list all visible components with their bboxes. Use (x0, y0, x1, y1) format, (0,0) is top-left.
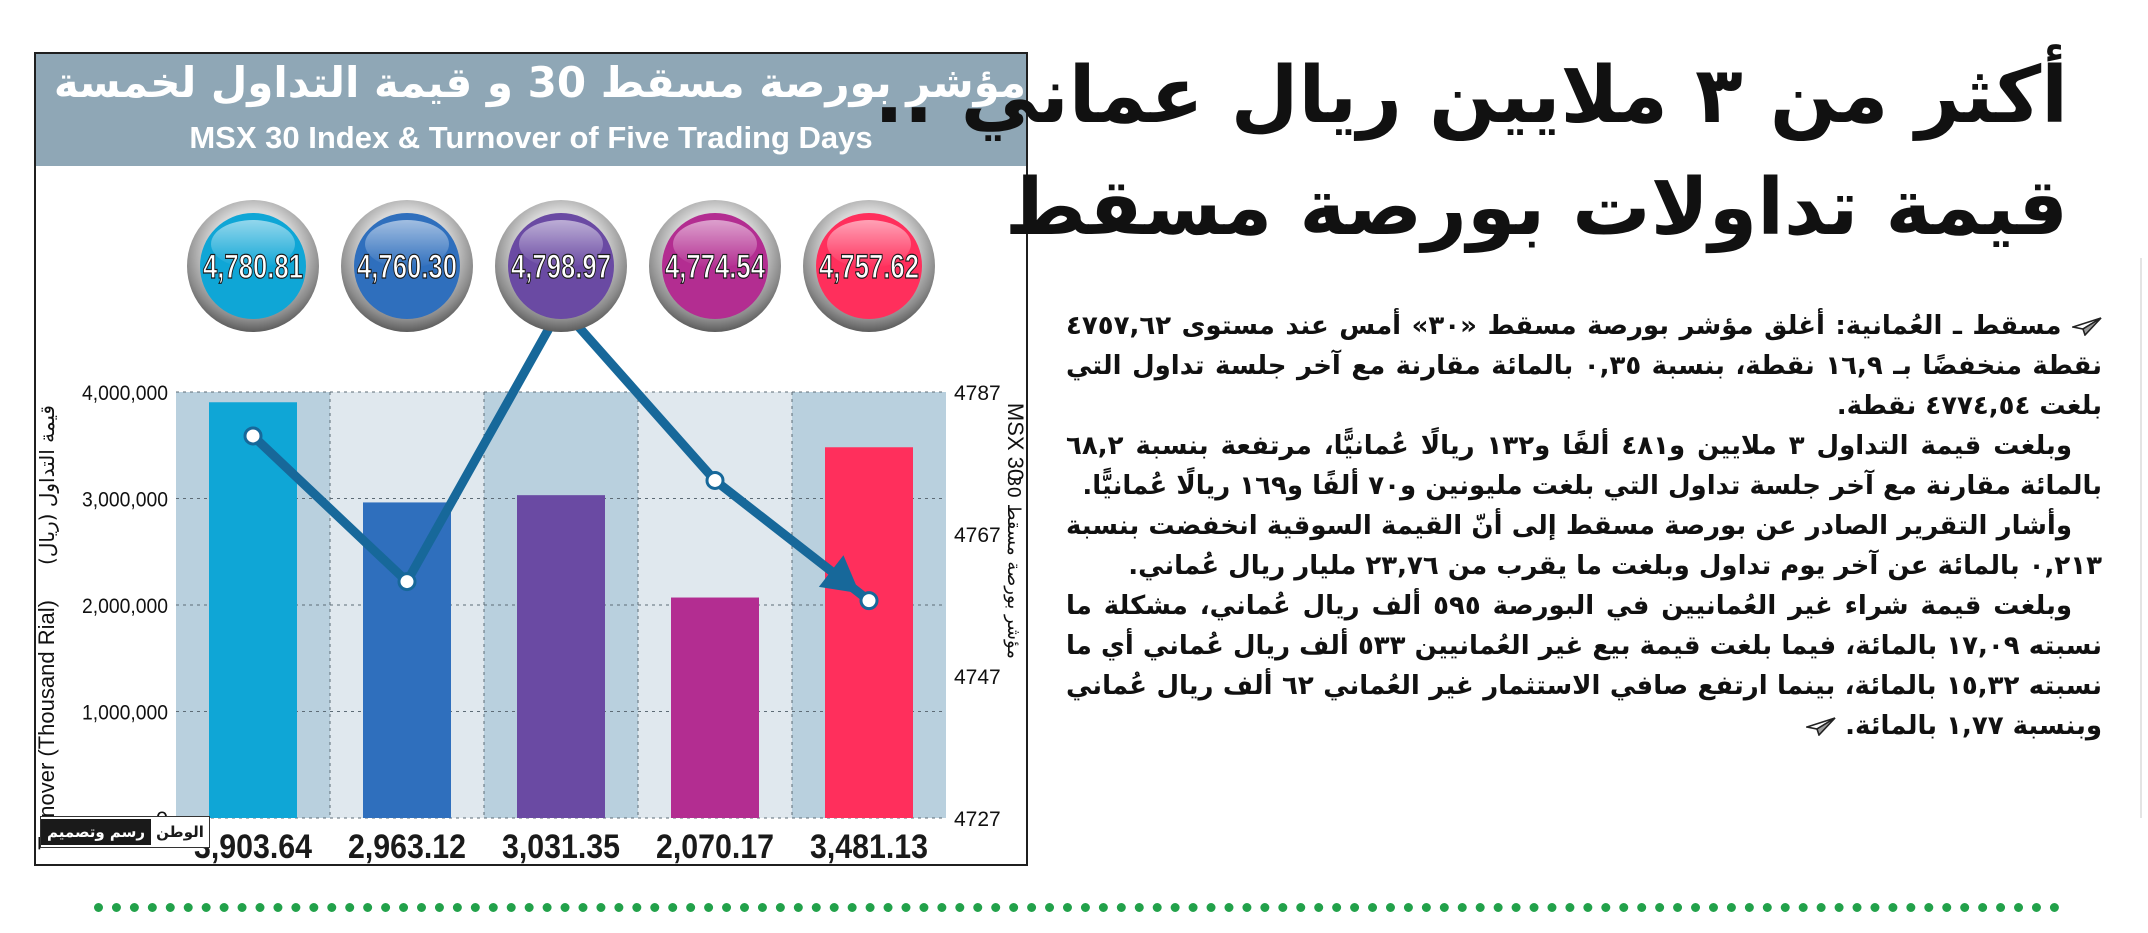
index-point (397, 572, 417, 592)
left-axis-tick-label: 2,000,000 (82, 595, 168, 618)
article-paragraph-3: وأشار التقرير الصادر عن بورصة مسقط إلى أ… (1066, 506, 2102, 586)
turnover-index-chart: 4,780.81 4,760.30 4,798.97 4,774.54 4,757.62… (36, 200, 1026, 864)
index-value-label: 4,780.81 (203, 248, 303, 286)
index-value-label: 4,760.30 (357, 248, 457, 286)
credit-text: رسم وتصميم (41, 819, 152, 845)
left-axis-tick-label: 1,000,000 (82, 702, 168, 725)
index-point (705, 470, 725, 490)
article-paragraph-2: وبلغت قيمة التداول ٣ ملايين و٤٨١ ألفًا و… (1066, 426, 2102, 506)
turnover-value-label: 2,963.12 (348, 828, 466, 864)
turnover-bar (671, 597, 759, 818)
right-axis-tick-label: 4767 (954, 524, 1001, 547)
index-badge-gloss (827, 220, 911, 268)
left-axis-title: Turnover (Thousand Rial) (36, 600, 59, 850)
article-body: مسقط ـ العُمانية: أغلق مؤشر بورصة مسقط «… (1066, 306, 2102, 746)
turnover-bar (825, 447, 913, 818)
turnover-value-label: 2,070.17 (656, 828, 774, 864)
index-value-label: 4,798.97 (511, 248, 611, 286)
infographic-title-arabic: مؤشر بورصة مسقط 30 و قيمة التداول لخمسة … (36, 58, 1026, 107)
index-badge-gloss (673, 220, 757, 268)
turnover-bar (517, 495, 605, 818)
index-badge-gloss (365, 220, 449, 268)
paragraph-text: وبلغت قيمة شراء غير العُمانيين في البورص… (1066, 591, 2103, 741)
right-axis-tick-label: 4747 (954, 666, 1001, 689)
index-arrow-head (818, 555, 860, 594)
index-value-label: 4,774.54 (665, 248, 765, 286)
article-headline: أكثر من ٣ ملايين ريال عماني .. قيمة تداو… (874, 40, 2068, 264)
paper-plane-icon (1806, 717, 1836, 736)
right-axis-tick-label: 4787 (954, 382, 1001, 405)
paragraph-text: مسقط ـ العُمانية: أغلق مؤشر بورصة مسقط «… (1066, 311, 2102, 421)
infographic-header: مؤشر بورصة مسقط 30 و قيمة التداول لخمسة … (36, 54, 1026, 166)
index-point (243, 426, 263, 446)
index-badge-gloss (211, 220, 295, 268)
turnover-bar (209, 402, 297, 818)
paragraph-text: وأشار التقرير الصادر عن بورصة مسقط إلى أ… (1066, 511, 2102, 581)
turnover-value-label: 3,481.13 (810, 828, 928, 864)
article-paragraph-1: مسقط ـ العُمانية: أغلق مؤشر بورصة مسقط «… (1066, 306, 2102, 426)
index-value-label: 4,757.62 (819, 248, 919, 286)
paper-plane-icon (2072, 317, 2102, 336)
section-divider (94, 903, 2060, 912)
turnover-value-label: 3,031.35 (502, 828, 620, 864)
index-badge-gloss (519, 220, 603, 268)
design-credit: رسم وتصميم الوطن (40, 816, 210, 848)
index-point (859, 591, 879, 611)
infographic-title-english: MSX 30 Index & Turnover of Five Trading … (189, 120, 873, 155)
left-axis-tick-label: 3,000,000 (82, 489, 168, 512)
infographic-panel: مؤشر بورصة مسقط 30 و قيمة التداول لخمسة … (34, 52, 1028, 866)
left-axis-tick-label: 4,000,000 (82, 382, 168, 405)
left-axis-title-arabic: قيمة التداول (ريال) (36, 405, 59, 565)
turnover-value-label: 3,903.64 (194, 828, 312, 864)
headline-line-2: قيمة تداولات بورصة مسقط (1004, 163, 2068, 253)
right-axis-tick-label: 4727 (954, 808, 1001, 831)
paragraph-text: وبلغت قيمة التداول ٣ ملايين و٤٨١ ألفًا و… (1066, 431, 2102, 501)
right-axis-title: MSX 30 (1003, 403, 1026, 481)
right-axis-title-arabic: مؤشر بورصة مسقط 30 (1003, 475, 1024, 659)
column-edge-line (2140, 258, 2142, 818)
article-paragraph-4: وبلغت قيمة شراء غير العُمانيين في البورص… (1066, 586, 2102, 746)
newspaper-logo: الوطن (151, 819, 209, 845)
headline-line-1: أكثر من ٣ ملايين ريال عماني .. (874, 51, 2068, 141)
